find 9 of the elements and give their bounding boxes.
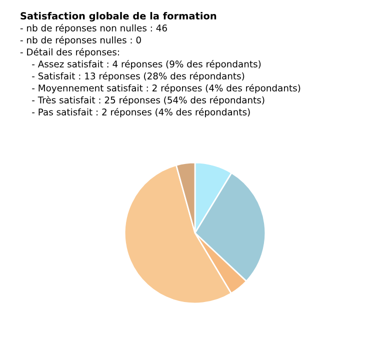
text: - nb de réponses non nulles : 46 bbox=[20, 24, 167, 34]
text: - Détail des réponses: bbox=[20, 48, 119, 58]
text: - nb de réponses nulles : 0 bbox=[20, 36, 141, 46]
text: - Moyennement satisfait : 2 réponses (4% des répondants) bbox=[32, 84, 300, 94]
text: - Très satisfait : 25 réponses (54% des répondants) bbox=[32, 96, 264, 106]
text: - Assez satisfait : 4 réponses (9% des répondants) bbox=[32, 60, 261, 70]
chart-title: Satisfaction globale de la formation bbox=[20, 12, 216, 22]
text: - Pas satisfait : 2 réponses (4% des répondants) bbox=[32, 108, 250, 118]
text: - Satisfait : 13 réponses (28% des répondants) bbox=[32, 72, 244, 82]
